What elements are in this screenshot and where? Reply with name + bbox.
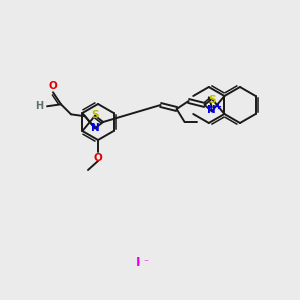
Text: H: H	[35, 101, 43, 111]
Text: O: O	[49, 81, 57, 91]
Text: S: S	[91, 110, 99, 120]
Text: ⁻: ⁻	[143, 258, 148, 268]
Text: +: +	[214, 102, 221, 111]
Text: N: N	[91, 123, 99, 133]
Text: O: O	[94, 153, 102, 163]
Text: I: I	[136, 256, 140, 268]
Text: N: N	[207, 105, 216, 115]
Text: S: S	[208, 95, 216, 105]
